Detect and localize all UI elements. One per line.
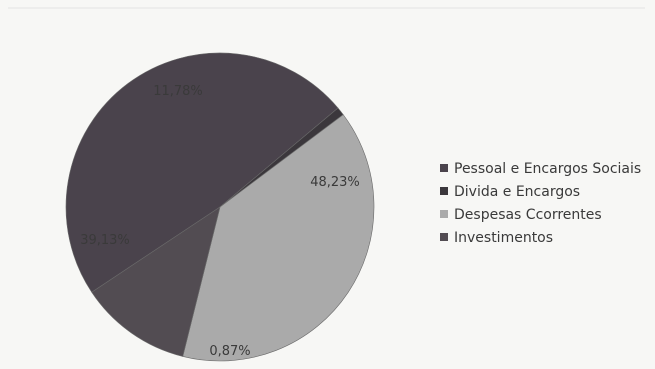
legend-swatch-1 <box>440 164 448 172</box>
legend-swatch-3 <box>440 210 448 218</box>
legend-label-4: Investimentos <box>454 230 553 246</box>
pie-slice-1 <box>65 52 339 293</box>
slice-label-3: 39,13% <box>80 233 130 248</box>
slice-labels: 48,23% 0,87% 39,13% 11,78% <box>80 84 360 359</box>
legend-swatch-2 <box>440 187 448 195</box>
slice-label-4: 11,78% <box>153 84 203 99</box>
legend-label-2: Divida e Encargos <box>454 184 580 200</box>
legend: Pessoal e Encargos Sociais Divida e Encar… <box>440 161 641 246</box>
pie-slice-3 <box>182 114 375 362</box>
slice-label-1: 48,23% <box>310 175 360 190</box>
pie-slices <box>65 52 375 362</box>
slice-label-2: 0,87% <box>209 344 250 359</box>
legend-label-3: Despesas Ccorrentes <box>454 207 602 223</box>
legend-label-1: Pessoal e Encargos Sociais <box>454 161 641 177</box>
pie-slice-4 <box>91 206 221 357</box>
legend-swatch-4 <box>440 233 448 241</box>
